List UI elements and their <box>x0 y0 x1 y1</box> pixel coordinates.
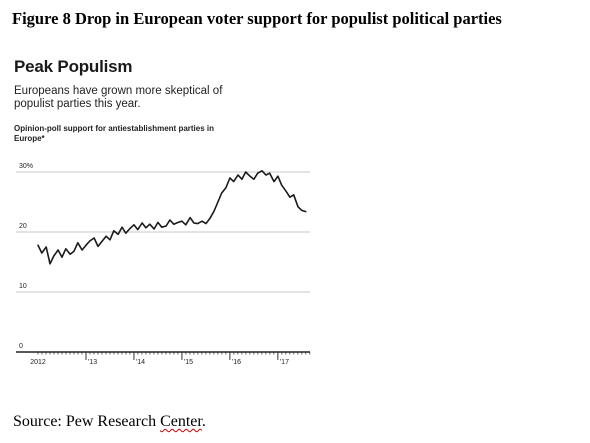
source-center-word: Center <box>160 413 202 430</box>
x-tick-label-5: '17 <box>280 359 289 366</box>
x-tick-label-1: '13 <box>88 359 97 366</box>
chart-title: Peak Populism <box>14 57 133 76</box>
y-tick-label-1: 20 <box>19 223 27 230</box>
x-tick-label-4: '16 <box>232 359 241 366</box>
source-prefix: Source: Pew Research <box>13 413 161 430</box>
x-tick-label-2: '14 <box>136 359 145 366</box>
chart-subtitle: Europeans have grown more skeptical of p… <box>14 85 223 110</box>
source-suffix: . <box>201 413 206 430</box>
source-note: Source: Pew Research Center. <box>13 413 206 431</box>
x-tick-label-3: '15 <box>184 359 193 366</box>
figure-title: Figure 8 Drop in European voter support … <box>12 9 502 28</box>
y-tick-label-2: 10 <box>19 283 27 290</box>
y-tick-label-3: 0 <box>19 343 23 350</box>
y-axis-label: Opinion-poll support for antiestablishme… <box>14 124 215 143</box>
series-line-0 <box>37 170 307 265</box>
y-tick-label-0: 30% <box>19 163 33 170</box>
x-tick-label-0: 2012 <box>30 359 46 366</box>
